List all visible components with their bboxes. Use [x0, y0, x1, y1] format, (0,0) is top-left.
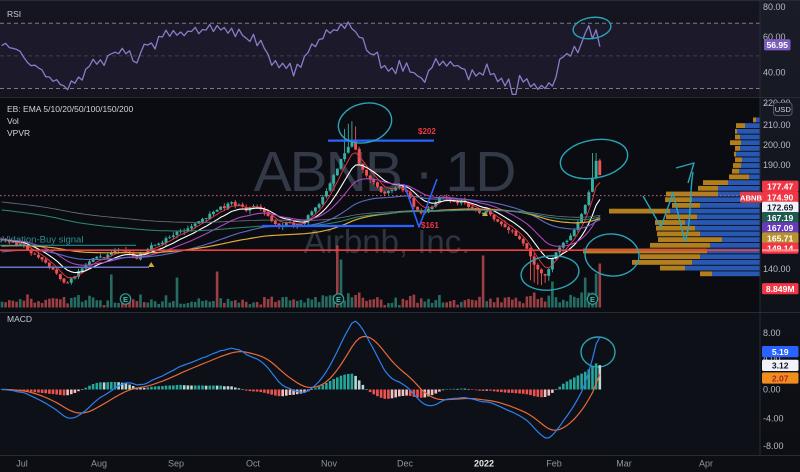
- svg-text:8.849M: 8.849M: [766, 284, 795, 294]
- svg-text:Mar: Mar: [616, 459, 632, 469]
- svg-text:Sep: Sep: [168, 459, 184, 469]
- svg-text:3.12: 3.12: [772, 361, 789, 371]
- svg-text:E: E: [590, 295, 595, 304]
- svg-text:Oct: Oct: [246, 459, 261, 469]
- svg-text:56.95: 56.95: [766, 40, 788, 50]
- svg-text:Nov: Nov: [321, 459, 338, 469]
- svg-text:EB: EMA 5/10/20/50/100/150/200: EB: EMA 5/10/20/50/100/150/200: [7, 104, 133, 114]
- svg-text:190.00: 190.00: [763, 160, 791, 170]
- svg-text:2.07: 2.07: [772, 373, 789, 383]
- svg-text:E: E: [123, 295, 128, 304]
- svg-text:40.00: 40.00: [763, 68, 786, 78]
- svg-text:2022: 2022: [474, 459, 494, 469]
- svg-text:E: E: [336, 295, 341, 304]
- svg-text:Dec: Dec: [397, 459, 414, 469]
- svg-text:149.14: 149.14: [767, 244, 794, 254]
- svg-text:4.00: 4.00: [763, 354, 781, 364]
- svg-text:174.90: 174.90: [767, 193, 794, 203]
- svg-text:⌃: ⌃: [763, 102, 770, 111]
- svg-text:165.71: 165.71: [767, 233, 794, 243]
- svg-text:5.19: 5.19: [772, 347, 789, 357]
- svg-text:60.00: 60.00: [763, 32, 786, 42]
- svg-text:USD: USD: [775, 105, 792, 114]
- svg-text:8.00: 8.00: [763, 328, 781, 338]
- svg-text:ABNB: ABNB: [740, 194, 762, 203]
- svg-text:-8.00: -8.00: [763, 441, 784, 451]
- svg-text:172.69: 172.69: [767, 203, 794, 213]
- svg-text:Airbnb, Inc.: Airbnb, Inc.: [304, 223, 471, 260]
- svg-text:aVidation-Buy signal: aVidation-Buy signal: [0, 235, 83, 246]
- svg-text:$202: $202: [418, 127, 436, 136]
- svg-text:MACD: MACD: [7, 314, 32, 324]
- svg-text:$161: $161: [421, 221, 439, 230]
- svg-text:Feb: Feb: [546, 459, 562, 469]
- svg-text:Aug: Aug: [91, 459, 107, 469]
- svg-text:80.00: 80.00: [763, 2, 786, 12]
- svg-text:140.00: 140.00: [763, 264, 791, 274]
- svg-text:RSI: RSI: [7, 9, 21, 19]
- svg-text:200.00: 200.00: [763, 140, 791, 150]
- svg-text:Apr: Apr: [699, 459, 713, 469]
- svg-text:VPVR: VPVR: [7, 128, 30, 138]
- svg-text:0.00: 0.00: [763, 385, 781, 395]
- svg-text:ABNB · 1D: ABNB · 1D: [254, 140, 515, 204]
- svg-text:177.47: 177.47: [767, 182, 794, 192]
- svg-text:Jul: Jul: [16, 459, 28, 469]
- svg-text:167.09: 167.09: [767, 223, 794, 233]
- svg-text:-4.00: -4.00: [763, 414, 784, 424]
- svg-text:Vol: Vol: [7, 116, 19, 126]
- svg-text:210.00: 210.00: [763, 120, 791, 130]
- svg-text:167.19: 167.19: [767, 213, 794, 223]
